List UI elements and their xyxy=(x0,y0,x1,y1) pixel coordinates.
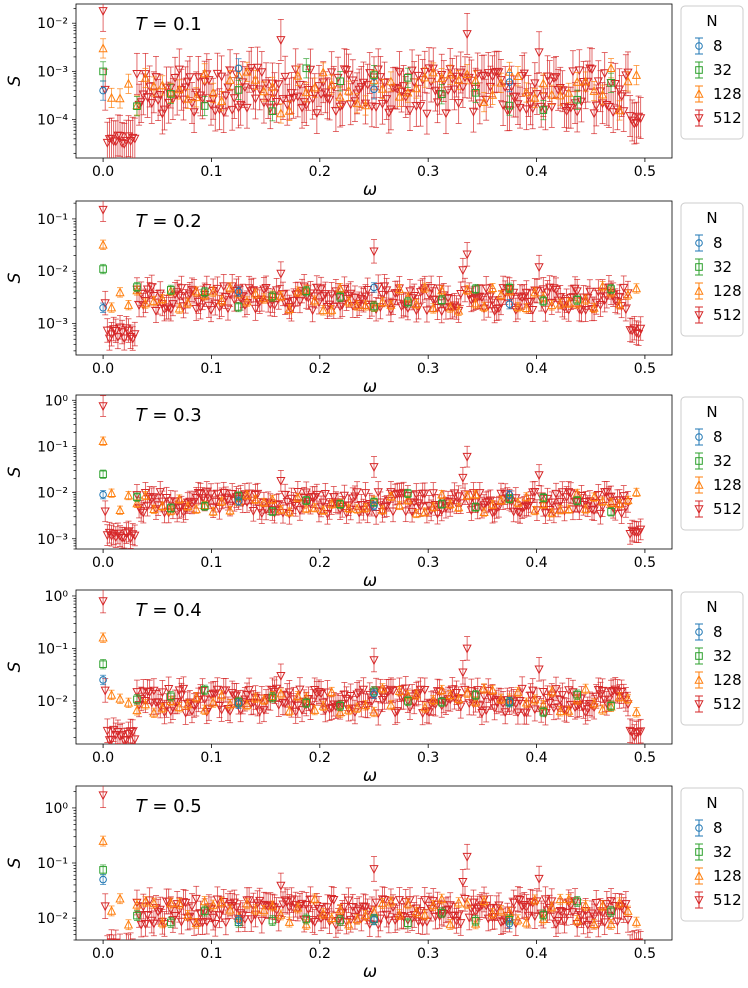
legend-label-512: 512 xyxy=(713,306,742,324)
legend-label-32: 32 xyxy=(713,452,732,470)
temperature-annotation: T = 0.3 xyxy=(136,405,202,426)
x-tick-label: 0.4 xyxy=(525,164,547,180)
y-tick-label: 10⁻¹ xyxy=(37,212,68,228)
legend-label-512: 512 xyxy=(713,500,742,518)
x-tick-label: 0.4 xyxy=(525,361,547,377)
legend-label-512: 512 xyxy=(713,109,742,127)
x-tick-label: 0.5 xyxy=(634,361,656,377)
temperature-annotation: T = 0.1 xyxy=(136,14,202,35)
y-tick-label: 10⁻³ xyxy=(37,532,68,548)
y-axis-label: S xyxy=(5,661,25,672)
legend-label-8: 8 xyxy=(713,428,723,446)
legend-label-128: 128 xyxy=(713,85,742,103)
x-tick-label: 0.0 xyxy=(92,555,114,571)
x-tick-label: 0.3 xyxy=(417,164,439,180)
x-tick-label: 0.0 xyxy=(92,164,114,180)
x-tick-label: 0.4 xyxy=(525,555,547,571)
x-tick-label: 0.5 xyxy=(634,164,656,180)
y-tick-label: 10⁻² xyxy=(37,264,68,280)
x-tick-label: 0.1 xyxy=(200,750,222,766)
y-tick-label: 10⁻² xyxy=(37,486,68,502)
x-tick-label: 0.2 xyxy=(309,750,331,766)
legend-label-32: 32 xyxy=(713,61,732,79)
y-tick-label: 10⁻² xyxy=(37,694,68,710)
legend-title: N xyxy=(706,12,717,30)
x-tick-label: 0.1 xyxy=(200,361,222,377)
legend-label-8: 8 xyxy=(713,234,723,252)
legend: N 8 32 128 512 xyxy=(681,397,743,530)
legend-label-128: 128 xyxy=(713,476,742,494)
x-axis-label: ω xyxy=(363,180,377,200)
x-tick-label: 0.1 xyxy=(200,555,222,571)
y-axis-label: S xyxy=(5,466,25,477)
y-tick-label: 10⁻³ xyxy=(37,317,68,333)
y-tick-label: 10⁻³ xyxy=(37,64,68,80)
temperature-annotation: T = 0.4 xyxy=(136,600,202,621)
y-tick-label: 10⁻⁴ xyxy=(37,113,68,129)
x-tick-label: 0.0 xyxy=(92,361,114,377)
x-tick-label: 0.3 xyxy=(417,555,439,571)
legend-label-8: 8 xyxy=(713,37,723,55)
x-axis-label: ω xyxy=(363,766,377,786)
x-tick-label: 0.5 xyxy=(634,555,656,571)
y-tick-label: 10⁻² xyxy=(37,16,68,32)
y-axis-label: S xyxy=(5,272,25,283)
chart-panel-3: 0.0 0.1 0.2 0.3 0.4 0.5 10⁻³ 10⁻² 10⁻¹ 10⁰ ω S T = 0… xyxy=(5,393,743,591)
x-axis-label: ω xyxy=(363,377,377,397)
legend-title: N xyxy=(706,209,717,227)
x-axis-label: ω xyxy=(363,571,377,591)
legend: N 8 32 128 512 xyxy=(681,203,743,336)
legend: N 8 32 128 512 xyxy=(681,6,743,139)
y-tick-label: 10⁻¹ xyxy=(37,641,68,657)
chart-panel-2: 0.0 0.1 0.2 0.3 0.4 0.5 10⁻³ 10⁻² 10⁻¹ ω S T = 0.2 N… xyxy=(5,198,743,397)
x-tick-label: 0.3 xyxy=(417,361,439,377)
x-tick-label: 0.5 xyxy=(634,750,656,766)
x-tick-label: 0.2 xyxy=(309,164,331,180)
x-tick-label: 0.4 xyxy=(525,750,547,766)
x-tick-label: 0.2 xyxy=(309,555,331,571)
x-tick-label: 0.0 xyxy=(92,750,114,766)
legend-label-128: 128 xyxy=(713,282,742,300)
y-axis-label: S xyxy=(5,75,25,86)
y-tick-label: 10⁰ xyxy=(45,393,69,409)
chart-panel-1: 0.0 0.1 0.2 0.3 0.4 0.5 10⁻⁴ 10⁻³ 10⁻² ω S T = 0.1 N… xyxy=(5,0,743,200)
x-tick-label: 0.1 xyxy=(200,164,222,180)
x-tick-label: 0.3 xyxy=(417,750,439,766)
x-tick-label: 0.2 xyxy=(309,361,331,377)
y-tick-label: 10⁻¹ xyxy=(37,439,68,455)
legend-title: N xyxy=(706,403,717,421)
temperature-annotation: T = 0.2 xyxy=(136,211,202,232)
y-tick-label: 10⁰ xyxy=(45,589,69,605)
legend-label-32: 32 xyxy=(713,258,732,276)
